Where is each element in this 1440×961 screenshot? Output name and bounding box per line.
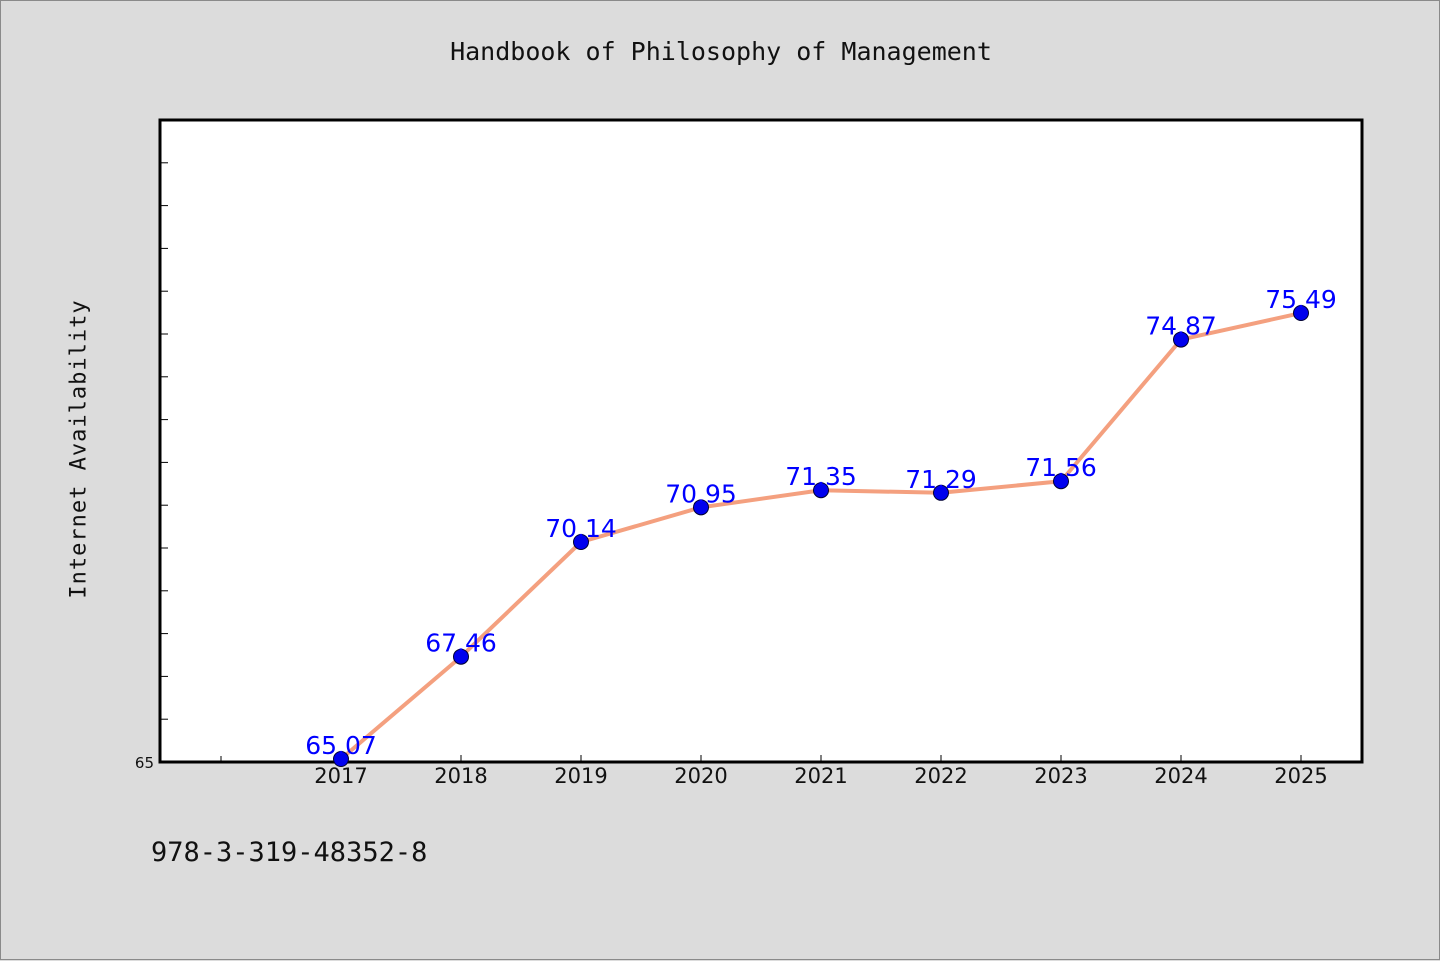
data-point: [1053, 473, 1069, 490]
data-point: [453, 648, 469, 665]
chart-title: Handbook of Philosophy of Management: [450, 37, 992, 66]
x-tick-label: 2019: [554, 764, 607, 788]
data-point: [693, 499, 709, 516]
data-label: 75.49: [1265, 285, 1337, 314]
data-point: [1293, 305, 1309, 322]
data-point: [933, 484, 949, 501]
y-tick-label: 65: [135, 754, 154, 772]
data-point: [813, 482, 829, 499]
data-label: 70.14: [545, 514, 617, 543]
data-label: 74.87: [1145, 312, 1217, 341]
plot-area: [158, 118, 1364, 764]
x-tick-label: 2017: [314, 764, 367, 788]
data-label: 65.07: [305, 731, 377, 760]
data-label: 70.95: [665, 479, 737, 508]
y-ticks: 65: [135, 162, 168, 772]
x-tick-label: 2020: [674, 764, 727, 788]
x-tick-label: 2023: [1034, 764, 1087, 788]
x-tick-label: 2018: [434, 764, 487, 788]
isbn-code: 978-3-319-48352-8: [151, 837, 428, 868]
data-point: [333, 751, 349, 768]
x-tick-label: 2025: [1274, 764, 1327, 788]
series-group: 65.07 67.46 70.14 70.95 71.35 71.29 71.56 74.87…: [305, 285, 1337, 768]
x-tick-label: 2021: [794, 764, 847, 788]
data-label: 71.35: [785, 462, 857, 491]
x-tick-label: 2022: [914, 764, 967, 788]
data-point: [573, 534, 589, 551]
x-tick-label: 2024: [1154, 764, 1207, 788]
data-label: 67.46: [425, 629, 497, 658]
data-label: 71.56: [1025, 453, 1097, 482]
x-ticks: 2017 2018 2019 2020 2021 2022 2023 2024 2025: [220, 755, 1328, 788]
data-point: [1173, 331, 1189, 348]
data-label: 71.29: [905, 465, 977, 494]
